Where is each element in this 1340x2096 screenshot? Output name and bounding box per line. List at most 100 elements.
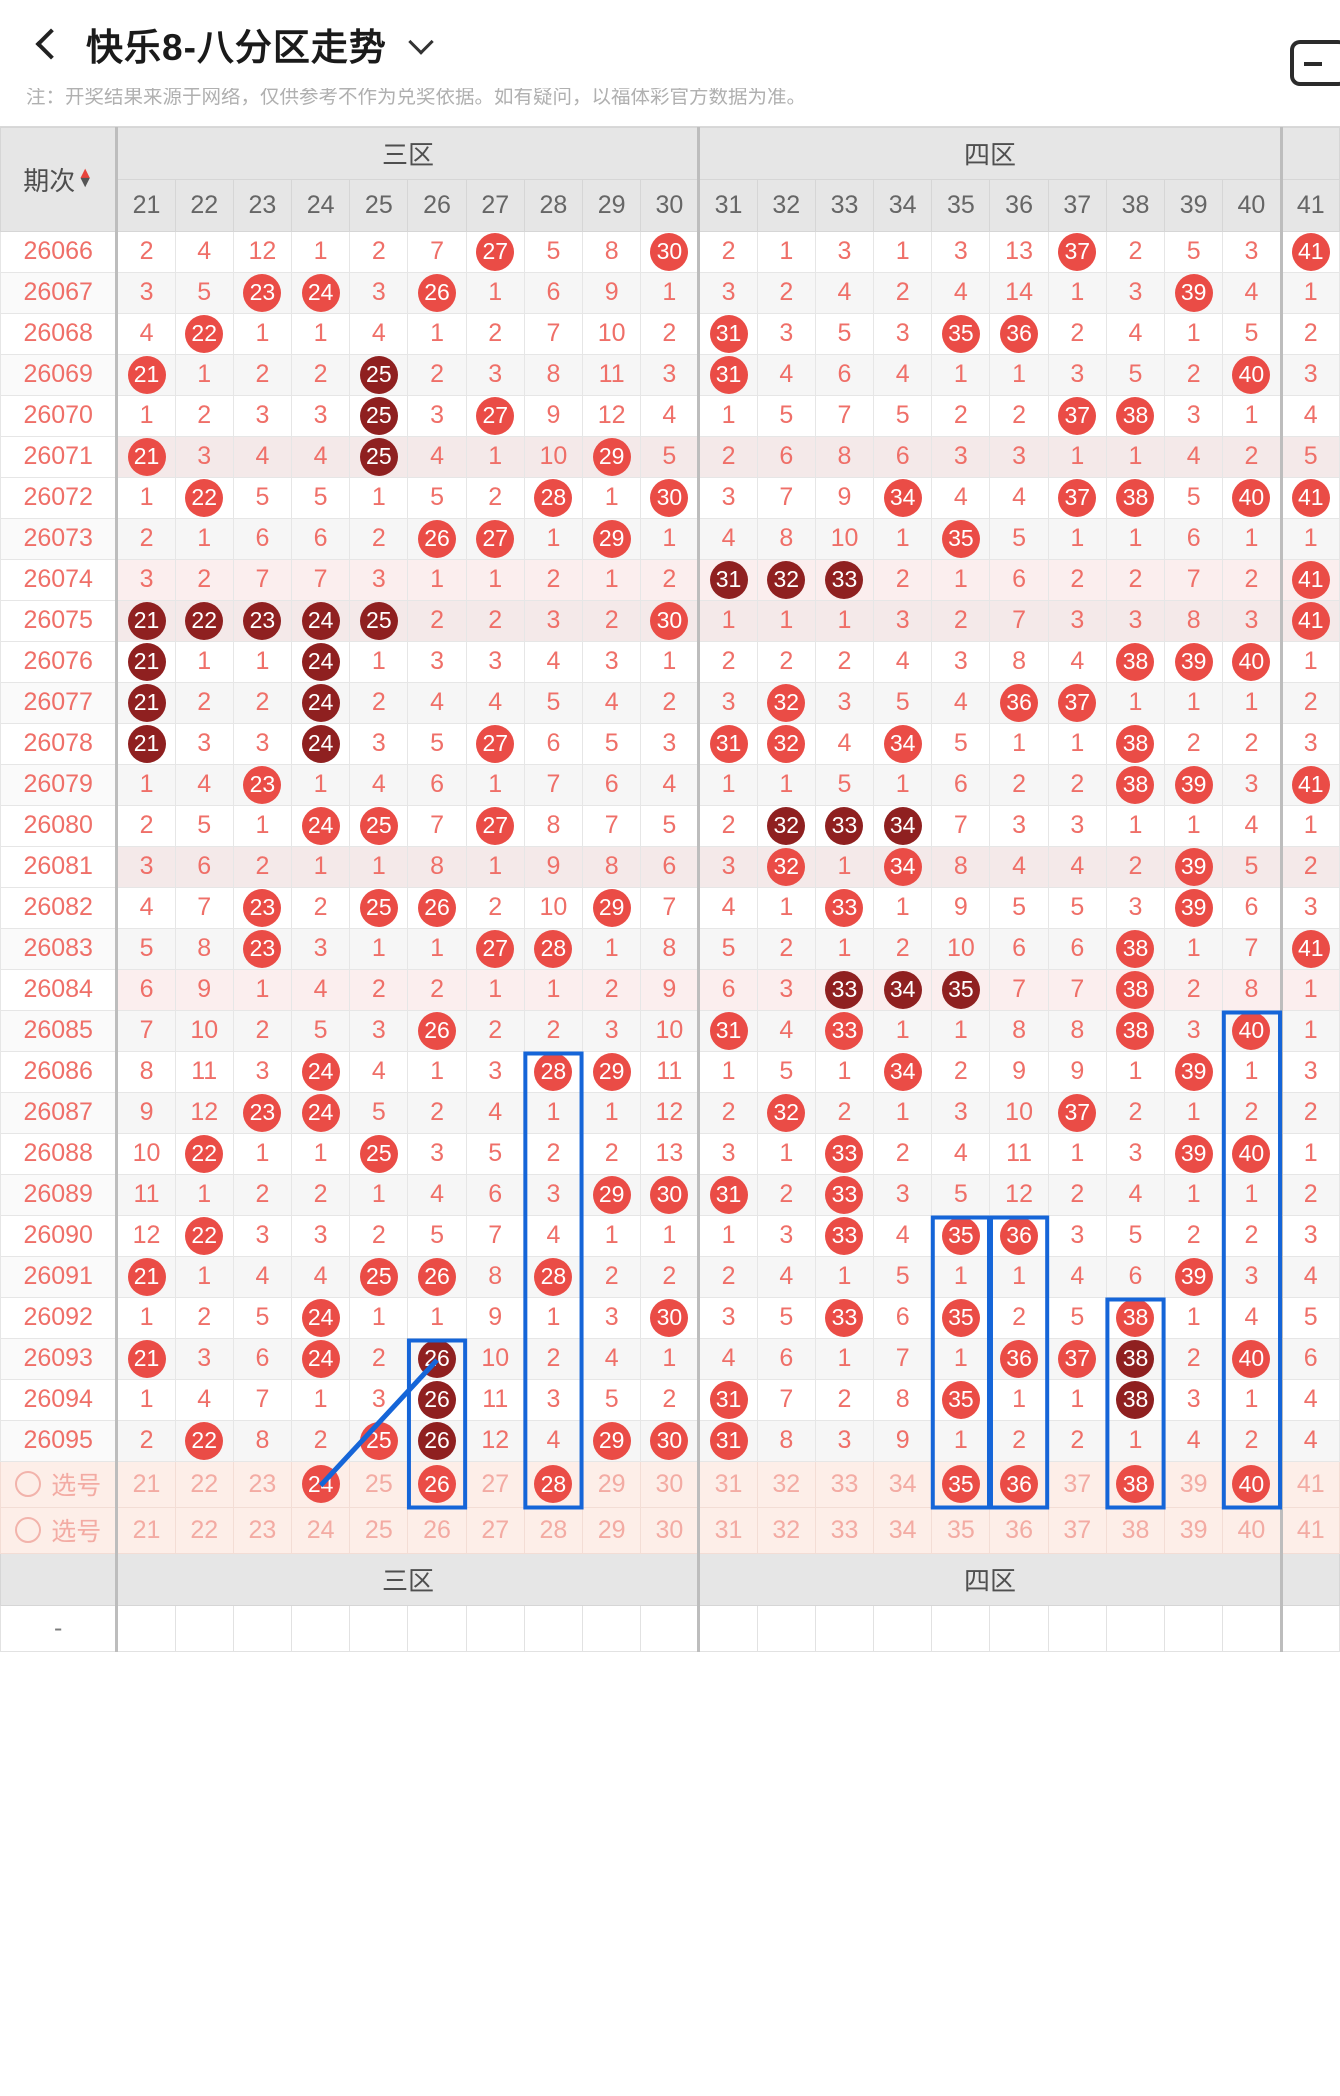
cell-22[interactable]: 22 xyxy=(174,599,234,642)
cell-26[interactable]: 7 xyxy=(407,804,467,847)
cell-38[interactable]: 2 xyxy=(1105,558,1166,601)
cell-38[interactable]: 1 xyxy=(1105,681,1166,724)
pick-cell-34[interactable]: 34 xyxy=(873,1506,933,1554)
cell-41[interactable]: 5 xyxy=(1279,1296,1340,1339)
cell-34[interactable]: 1 xyxy=(873,517,933,560)
cell-28[interactable]: 4 xyxy=(523,640,584,683)
pick-row[interactable]: 选号 21 22 23 24 25 26 27 28 29 30 31 32 33 34 35 36 37 38 39… xyxy=(0,1460,1340,1508)
cell-28[interactable]: 5 xyxy=(523,681,584,724)
pick-cell-30[interactable]: 30 xyxy=(640,1506,700,1554)
cell-40[interactable]: 3 xyxy=(1222,1255,1282,1298)
cell-22[interactable]: 4 xyxy=(174,230,234,273)
cell-22[interactable]: 1 xyxy=(174,1173,234,1216)
picked-ball[interactable]: 38 xyxy=(1116,1465,1155,1503)
cell-40[interactable]: 1 xyxy=(1222,517,1282,560)
cell-25[interactable]: 25 xyxy=(349,1419,409,1462)
cell-39[interactable]: 1 xyxy=(1164,1173,1224,1216)
table-row[interactable]: 26080 2 5 1 24 25 7 27 8 7 5 2 32 33 34 7 3 3 1 1 4 1 xyxy=(0,804,1340,847)
cell-26[interactable]: 8 xyxy=(407,845,467,888)
table-row[interactable]: 26069 21 1 2 2 25 2 3 8 11 3 31 4 6 4 1 1 3 5 2 40 3 xyxy=(0,353,1340,396)
cell-38[interactable]: 38 xyxy=(1105,640,1166,683)
cell-39[interactable]: 3 xyxy=(1164,1009,1224,1052)
pick-cell-33[interactable]: 33 xyxy=(814,1506,875,1554)
cell-27[interactable]: 1 xyxy=(465,435,525,478)
cell-34[interactable]: 1 xyxy=(873,763,933,806)
cell-29[interactable]: 9 xyxy=(582,271,642,314)
cell-38[interactable]: 3 xyxy=(1105,271,1166,314)
column-header-36[interactable]: 36 xyxy=(989,178,1049,232)
cell-41[interactable]: 3 xyxy=(1279,353,1340,396)
cell-21[interactable]: 3 xyxy=(116,558,176,601)
cell-39[interactable]: 39 xyxy=(1164,1255,1224,1298)
cell-27[interactable]: 8 xyxy=(465,1255,525,1298)
cell-37[interactable]: 1 xyxy=(1047,722,1107,765)
cell-38[interactable]: 1 xyxy=(1105,1419,1166,1462)
cell-37[interactable]: 3 xyxy=(1047,599,1107,642)
cell-29[interactable]: 4 xyxy=(582,681,642,724)
pick-cell-27[interactable]: 27 xyxy=(465,1506,525,1554)
pick-cell-37[interactable]: 37 xyxy=(1047,1460,1107,1508)
cell-34[interactable]: 34 xyxy=(873,968,933,1011)
cell-24[interactable]: 5 xyxy=(291,476,351,519)
cell-24[interactable]: 24 xyxy=(291,271,351,314)
cell-40[interactable]: 3 xyxy=(1222,599,1282,642)
cell-30[interactable]: 3 xyxy=(640,722,700,765)
cell-30[interactable]: 2 xyxy=(640,1255,700,1298)
cell-40[interactable]: 3 xyxy=(1222,763,1282,806)
cell-40[interactable]: 40 xyxy=(1222,1132,1282,1175)
cell-27[interactable]: 11 xyxy=(465,1378,525,1421)
cell-25[interactable]: 2 xyxy=(349,968,409,1011)
cell-25[interactable]: 3 xyxy=(349,1378,409,1421)
cell-28[interactable]: 8 xyxy=(523,353,584,396)
cell-29[interactable]: 3 xyxy=(582,1009,642,1052)
cell-38[interactable]: 38 xyxy=(1105,394,1166,437)
cell-28[interactable]: 1 xyxy=(523,1296,584,1339)
cell-24[interactable]: 4 xyxy=(291,435,351,478)
table-row[interactable]: 26082 4 7 23 2 25 26 2 10 29 7 4 1 33 1 9 5 5 3 39 6 3 xyxy=(0,886,1340,929)
cell-22[interactable]: 1 xyxy=(174,640,234,683)
column-header-32[interactable]: 32 xyxy=(756,178,816,232)
cell-21[interactable]: 21 xyxy=(116,599,176,642)
cell-28[interactable]: 6 xyxy=(523,271,584,314)
table-row[interactable]: 26077 21 2 2 24 2 4 4 5 4 2 3 32 3 5 4 36 37 1 1 1 2 xyxy=(0,681,1340,724)
cell-36[interactable]: 6 xyxy=(989,927,1049,970)
cell-22[interactable]: 2 xyxy=(174,558,234,601)
cell-35[interactable]: 2 xyxy=(931,394,991,437)
cell-34[interactable]: 1 xyxy=(873,1009,933,1052)
cell-31[interactable]: 3 xyxy=(697,845,758,888)
pick-cell-21[interactable]: 21 xyxy=(116,1506,176,1554)
table-row[interactable]: 26070 1 2 3 3 25 3 27 9 12 4 1 5 7 5 2 2 37 38 3 1 4 xyxy=(0,394,1340,437)
pick-cell-31[interactable]: 31 xyxy=(697,1460,758,1508)
cell-40[interactable]: 7 xyxy=(1222,927,1282,970)
cell-36[interactable]: 13 xyxy=(989,230,1049,273)
cell-40[interactable]: 1 xyxy=(1222,1378,1282,1421)
cell-28[interactable]: 3 xyxy=(523,1378,584,1421)
cell-30[interactable]: 7 xyxy=(640,886,700,929)
cell-33[interactable]: 3 xyxy=(814,681,875,724)
cell-26[interactable]: 4 xyxy=(407,1173,467,1216)
pick-cell-36[interactable]: 36 xyxy=(989,1460,1049,1508)
cell-37[interactable]: 37 xyxy=(1047,1091,1107,1134)
cell-38[interactable]: 5 xyxy=(1105,1214,1166,1257)
cell-24[interactable]: 24 xyxy=(291,640,351,683)
cell-36[interactable]: 10 xyxy=(989,1091,1049,1134)
cell-23[interactable]: 7 xyxy=(232,558,293,601)
cell-25[interactable]: 3 xyxy=(349,722,409,765)
cell-31[interactable]: 2 xyxy=(697,435,758,478)
cell-25[interactable]: 1 xyxy=(349,845,409,888)
cell-21[interactable]: 2 xyxy=(116,517,176,560)
column-header-23[interactable]: 23 xyxy=(232,178,293,232)
cell-27[interactable]: 2 xyxy=(465,312,525,355)
cell-23[interactable]: 3 xyxy=(232,1050,293,1093)
cell-21[interactable]: 5 xyxy=(116,927,176,970)
cell-37[interactable]: 3 xyxy=(1047,804,1107,847)
cell-29[interactable]: 7 xyxy=(582,804,642,847)
cell-29[interactable]: 1 xyxy=(582,558,642,601)
column-header-26[interactable]: 26 xyxy=(407,178,467,232)
cell-40[interactable]: 1 xyxy=(1222,394,1282,437)
cell-36[interactable]: 2 xyxy=(989,1419,1049,1462)
cell-37[interactable]: 1 xyxy=(1047,435,1107,478)
cell-36[interactable]: 3 xyxy=(989,435,1049,478)
cell-23[interactable]: 23 xyxy=(232,927,293,970)
cell-37[interactable]: 4 xyxy=(1047,640,1107,683)
